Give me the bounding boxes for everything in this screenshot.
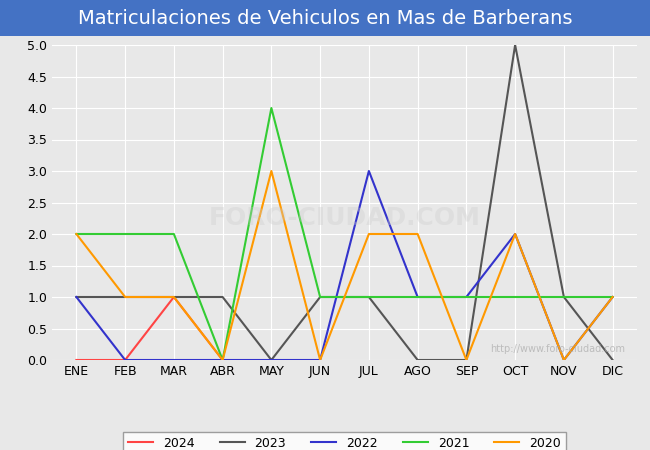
- Text: FORO-CIUDAD.COM: FORO-CIUDAD.COM: [209, 206, 480, 230]
- Text: http://www.foro-ciudad.com: http://www.foro-ciudad.com: [490, 344, 625, 354]
- Legend: 2024, 2023, 2022, 2021, 2020: 2024, 2023, 2022, 2021, 2020: [123, 432, 566, 450]
- Text: Matriculaciones de Vehiculos en Mas de Barberans: Matriculaciones de Vehiculos en Mas de B…: [78, 9, 572, 27]
